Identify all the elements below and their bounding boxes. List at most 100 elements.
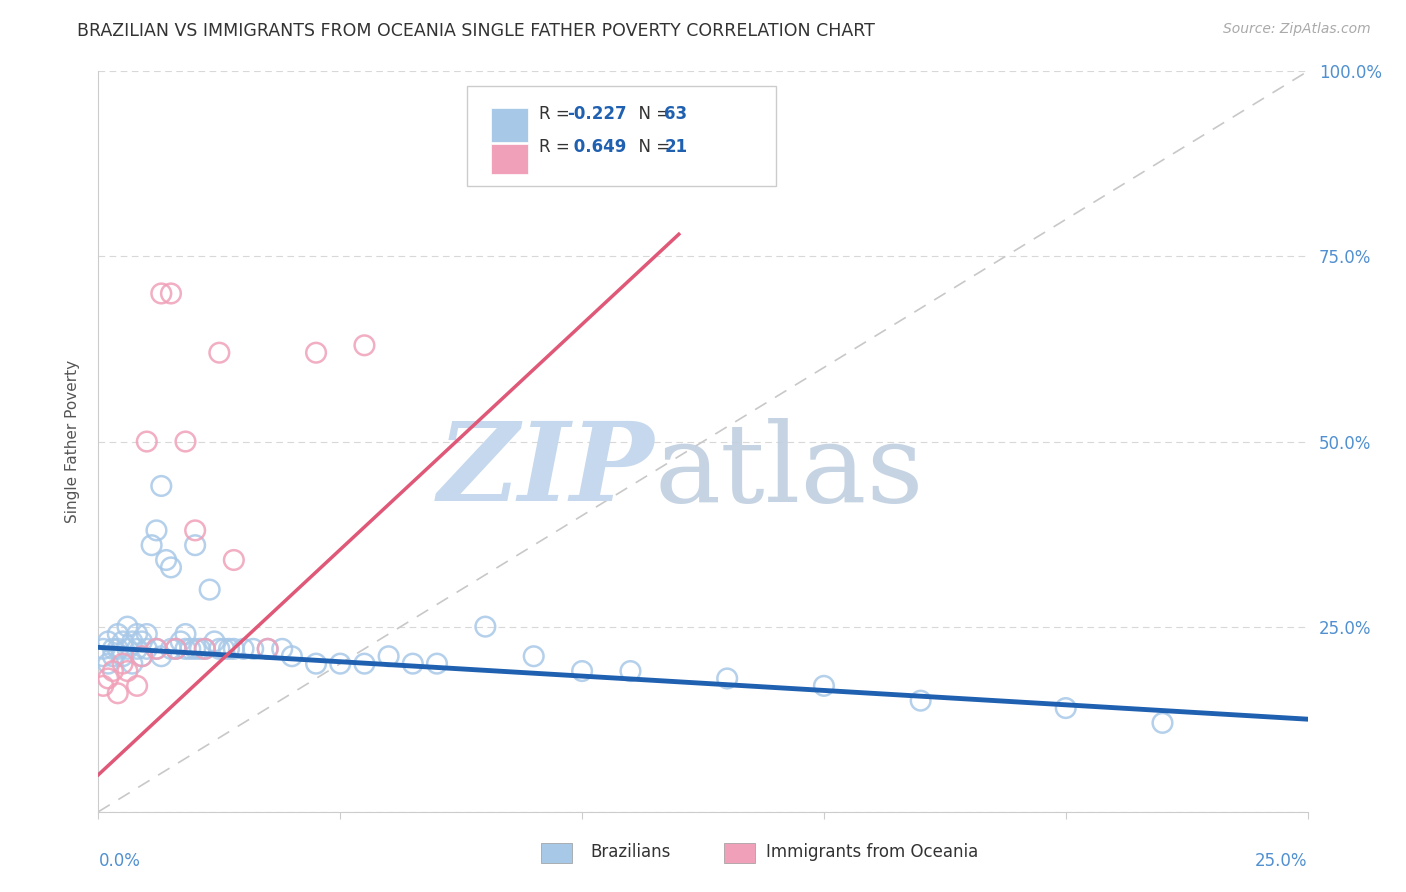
Point (1152, 715, 1174, 730)
Point (97, 657, 120, 671)
Point (174, 627, 197, 641)
FancyBboxPatch shape (492, 144, 527, 174)
Text: 63: 63 (664, 104, 688, 123)
Point (1054, 701, 1077, 715)
Point (135, 627, 157, 641)
Point (179, 641, 201, 656)
Point (101, 641, 124, 656)
Text: atlas: atlas (655, 417, 924, 524)
Point (127, 627, 149, 641)
Point (353, 657, 375, 671)
Point (218, 641, 240, 656)
Text: Source: ZipAtlas.com: Source: ZipAtlas.com (1223, 22, 1371, 37)
Point (204, 634, 226, 648)
Point (377, 649, 399, 664)
Point (212, 641, 235, 656)
Point (165, 641, 187, 656)
Point (131, 649, 153, 664)
Point (121, 657, 143, 671)
Point (402, 657, 425, 671)
Point (97, 672, 120, 686)
Point (117, 619, 139, 633)
Point (184, 524, 207, 538)
Y-axis label: Single Father Poverty: Single Father Poverty (65, 360, 80, 523)
Point (174, 434, 197, 449)
Point (184, 641, 207, 656)
Point (256, 641, 278, 656)
Text: 21: 21 (664, 138, 688, 156)
Point (305, 345, 328, 359)
Point (188, 641, 211, 656)
Point (160, 286, 183, 301)
Point (329, 657, 352, 671)
Point (169, 634, 191, 648)
Text: Brazilians: Brazilians (591, 843, 671, 861)
Point (571, 664, 593, 678)
Point (222, 553, 245, 567)
Point (256, 641, 278, 656)
Point (150, 649, 173, 664)
Point (145, 641, 167, 656)
Point (281, 649, 304, 664)
Text: ZIP: ZIP (439, 417, 655, 524)
Point (145, 641, 167, 656)
Point (121, 634, 143, 648)
Text: BRAZILIAN VS IMMIGRANTS FROM OCEANIA SINGLE FATHER POVERTY CORRELATION CHART: BRAZILIAN VS IMMIGRANTS FROM OCEANIA SIN… (77, 22, 875, 40)
Point (91, 679, 114, 693)
Point (141, 538, 163, 552)
Point (813, 679, 835, 693)
Point (107, 627, 129, 641)
Text: N =: N = (628, 138, 675, 156)
Point (194, 641, 217, 656)
Point (91, 649, 114, 664)
Point (619, 664, 641, 678)
Point (117, 664, 139, 678)
Point (111, 634, 134, 648)
Point (353, 338, 375, 352)
Text: 25.0%: 25.0% (1256, 853, 1308, 871)
Point (150, 479, 173, 493)
Point (184, 538, 207, 552)
Point (127, 641, 149, 656)
Point (107, 686, 129, 700)
Point (111, 657, 134, 671)
Text: Immigrants from Oceania: Immigrants from Oceania (766, 843, 979, 861)
Text: R =: R = (538, 138, 575, 156)
Point (174, 641, 197, 656)
Point (131, 649, 153, 664)
Point (208, 345, 231, 359)
Point (198, 582, 221, 597)
Point (160, 641, 183, 656)
FancyBboxPatch shape (467, 87, 776, 186)
Point (155, 553, 177, 567)
Text: 0.649: 0.649 (568, 138, 626, 156)
Point (131, 634, 153, 648)
Point (426, 657, 449, 671)
Point (101, 664, 124, 678)
Text: 0.0%: 0.0% (98, 853, 141, 871)
Point (160, 560, 183, 574)
Text: -0.227: -0.227 (568, 104, 627, 123)
Point (474, 619, 496, 633)
Point (97, 634, 120, 648)
Point (305, 657, 328, 671)
Text: N =: N = (628, 104, 675, 123)
Point (135, 641, 157, 656)
Point (101, 649, 124, 664)
Point (117, 641, 139, 656)
Point (107, 641, 129, 656)
Point (271, 641, 294, 656)
Point (222, 641, 245, 656)
Text: R =: R = (538, 104, 575, 123)
Point (165, 641, 187, 656)
Point (135, 434, 157, 449)
Point (232, 641, 254, 656)
Point (208, 641, 231, 656)
Point (194, 641, 217, 656)
Point (523, 649, 546, 664)
Point (145, 524, 167, 538)
Point (910, 694, 932, 708)
Point (91, 641, 114, 656)
Point (716, 672, 738, 686)
Point (111, 649, 134, 664)
